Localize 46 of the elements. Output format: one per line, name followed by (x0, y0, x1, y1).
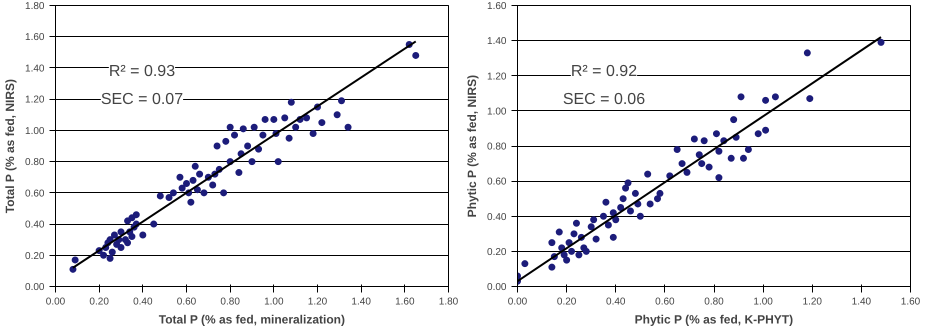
y-tick-label: 0.40 (25, 220, 45, 231)
x-tick-label: 1.00 (753, 296, 774, 308)
x-axis-title: Total P (% as fed, mineralization) (158, 312, 346, 326)
annotation: SEC = 0.06 (562, 90, 646, 108)
x-tick-label: 0.60 (176, 296, 197, 308)
annotation: R² = 0.92 (570, 62, 638, 80)
x-tick-label: 1.60 (395, 296, 416, 308)
y-tick-label: 1.20 (487, 71, 507, 82)
x-tick-label: 1.00 (264, 296, 284, 308)
y-tick-label: 1.00 (25, 126, 45, 137)
y-tick-label: 0.60 (25, 188, 45, 200)
y-axis-title: Phytic P (% as fed, NIRS) (465, 74, 480, 218)
x-tick-label: 0.20 (556, 296, 577, 308)
annotation: SEC = 0.07 (100, 90, 184, 108)
y-tick-label: 1.60 (487, 1, 507, 12)
x-tick-label: 0.40 (133, 296, 154, 308)
x-tick-label: 1.20 (308, 296, 328, 308)
y-tick-label: 0.80 (25, 157, 45, 168)
y-tick-label: 0.60 (487, 176, 507, 188)
x-tick-label: 0.00 (46, 296, 66, 308)
y-tick-label: 1.00 (487, 106, 507, 118)
x-axis-title: Phytic P (% as fed, K-PHYT) (634, 312, 794, 326)
x-tick-label: 0.00 (508, 296, 528, 308)
y-tick-label: 0.40 (487, 212, 507, 223)
x-tick-label: 1.60 (900, 296, 921, 308)
annotation: R² = 0.93 (108, 62, 176, 80)
x-tick-label: 1.40 (351, 296, 372, 308)
x-tick-label: 0.40 (606, 296, 626, 308)
x-tick-label: 1.80 (438, 296, 459, 308)
y-tick-label: 1.20 (25, 94, 45, 106)
x-tick-label: 0.80 (220, 296, 240, 308)
x-tick-label: 0.60 (655, 296, 676, 308)
y-tick-label: 0.20 (487, 246, 507, 258)
y-tick-label: 0.00 (487, 282, 507, 293)
y-tick-label: 0.20 (25, 250, 45, 262)
x-tick-label: 1.40 (852, 296, 872, 308)
y-axis-title: Total P (% as fed, NIRS) (3, 78, 18, 214)
y-tick-label: 1.60 (25, 32, 45, 44)
x-tick-label: 0.80 (704, 296, 724, 308)
x-tick-label: 0.20 (89, 296, 110, 308)
y-tick-label: 1.40 (487, 36, 507, 48)
y-tick-label: 0.80 (487, 142, 507, 152)
x-tick-label: 1.20 (802, 296, 822, 308)
y-tick-label: 1.80 (25, 1, 45, 12)
y-tick-label: 0.00 (25, 282, 45, 293)
y-tick-label: 1.40 (25, 63, 45, 74)
